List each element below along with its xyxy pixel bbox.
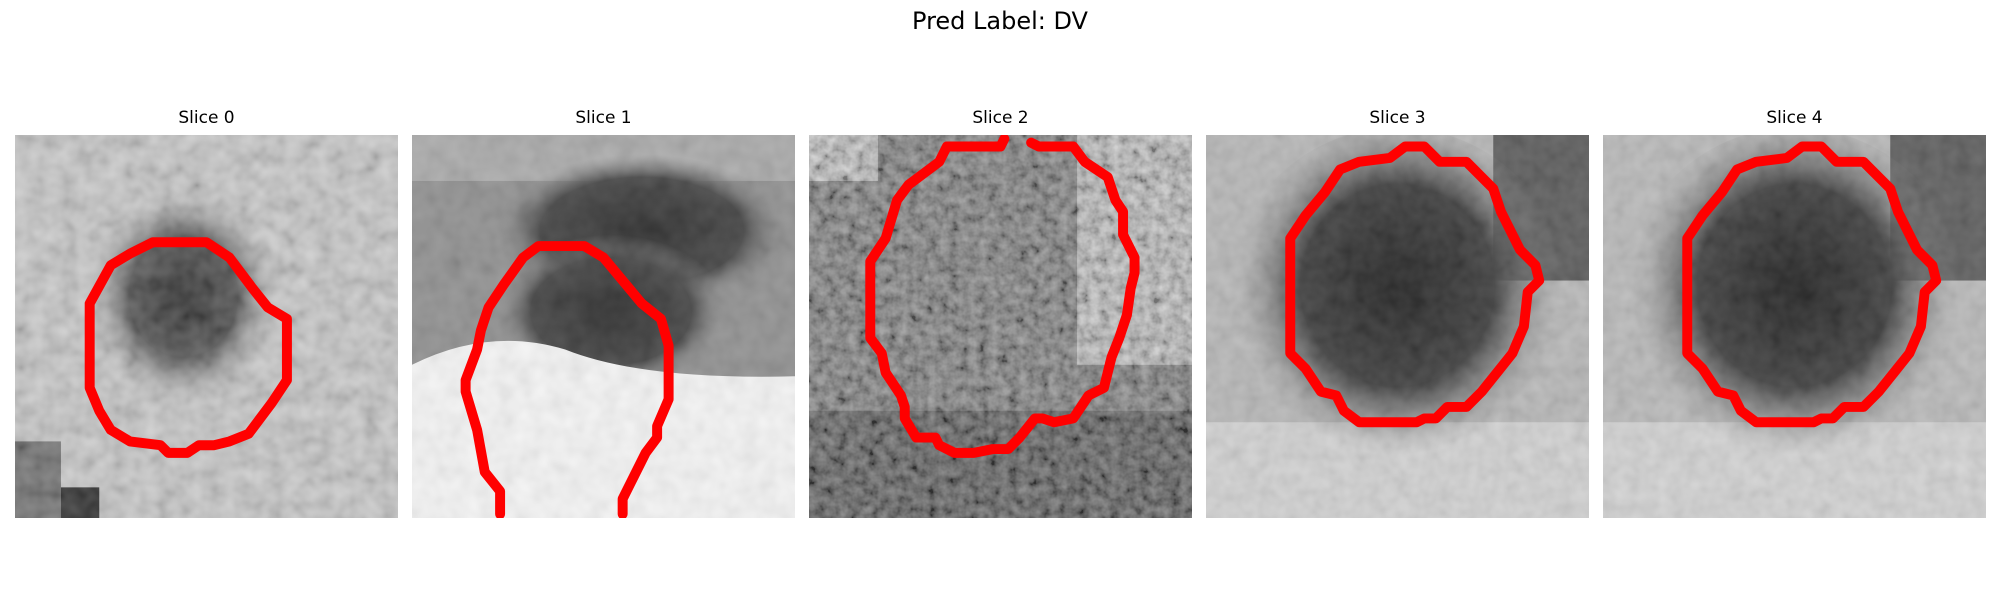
slice-title: Slice 3 — [1369, 108, 1426, 128]
figure-title: Pred Label: DV — [912, 7, 1088, 35]
slice-title: Slice 0 — [178, 108, 235, 128]
slice-image-svg — [15, 135, 398, 518]
slice-image-svg — [412, 135, 795, 518]
contour-line — [460, 241, 674, 518]
slice-panel: Slice 1 — [412, 108, 795, 520]
slice-title: Slice 4 — [1766, 108, 1823, 128]
slice-image — [809, 135, 1192, 518]
slice-panel: Slice 3 — [1206, 108, 1589, 520]
contour-line — [1682, 141, 1942, 428]
slice-image — [1206, 135, 1589, 518]
slice-image — [412, 135, 795, 518]
slice-panel: Slice 0 — [15, 108, 398, 520]
slice-image — [1603, 135, 1986, 518]
slice-panel: Slice 4 — [1603, 108, 1986, 520]
slice-image-svg — [809, 135, 1192, 518]
slice-title: Slice 1 — [575, 108, 632, 128]
slice-image — [15, 135, 398, 518]
contour-line — [865, 137, 1140, 458]
slice-title: Slice 2 — [972, 108, 1029, 128]
contour-line — [1285, 141, 1545, 428]
contour-line — [84, 237, 292, 458]
slice-image-svg — [1206, 135, 1589, 518]
slice-image-svg — [1603, 135, 1986, 518]
slice-panel: Slice 2 — [809, 108, 1192, 520]
